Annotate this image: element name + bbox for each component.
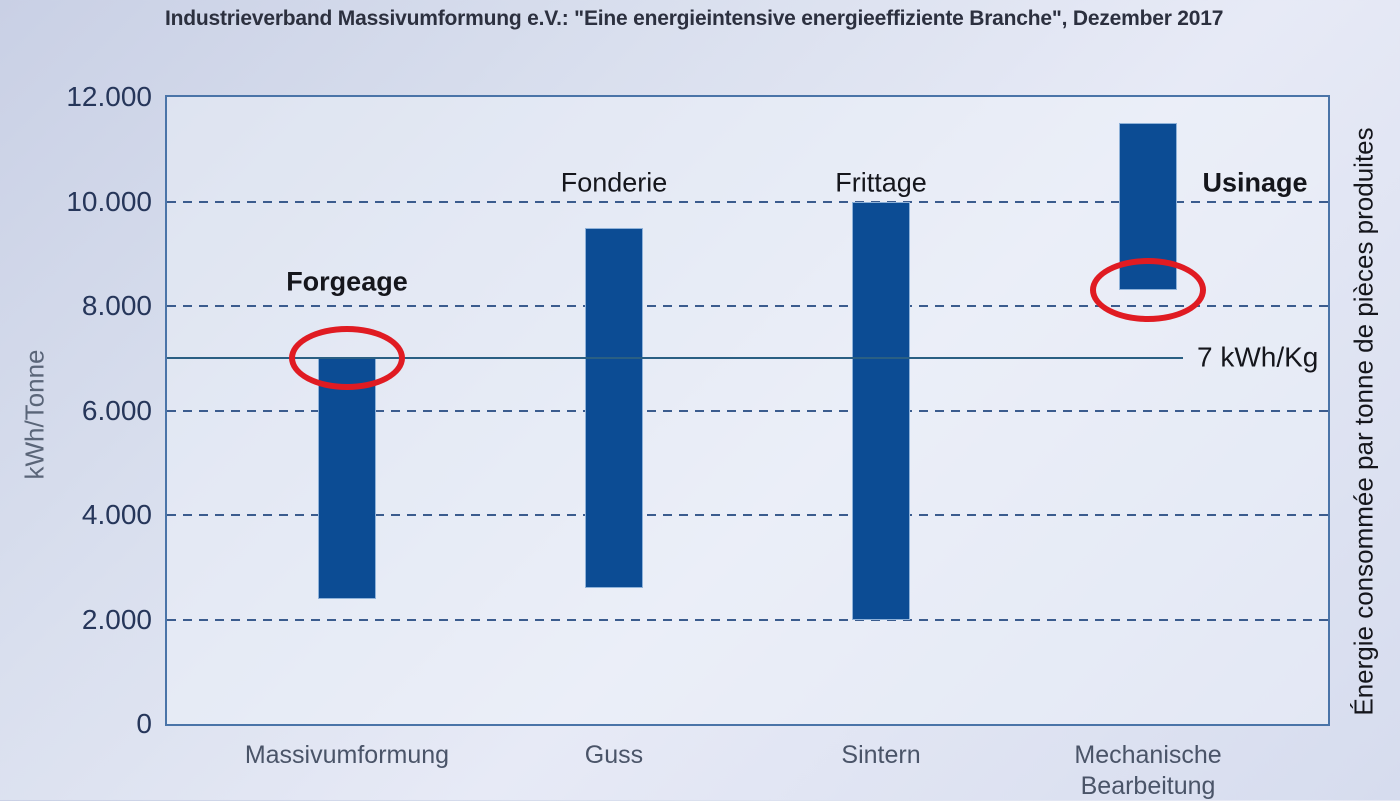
y-axis-tick-label: 8.000 [81, 290, 152, 321]
x-axis-category-label: Sintern [841, 741, 921, 769]
plot-area: 7 kWh/Kg Forgeage Fonderie Frittage Usinage [165, 95, 1330, 726]
process-label-fonderie: Fonderie [560, 167, 668, 198]
gridline-2000 [167, 618, 1328, 621]
range-bar-massivumformung [317, 358, 376, 599]
process-label-frittage: Frittage [835, 167, 927, 198]
gridline-8000 [167, 305, 1328, 307]
process-label-usinage: Usinage [1202, 167, 1308, 198]
chart-source-citation: Industrieverband Massivumformung e.V.: "… [165, 7, 1224, 30]
y-axis-tick-label: 0 [136, 708, 152, 739]
x-axis-category-label: Massivumformung [244, 741, 450, 769]
y-axis-tick-label: 10.000 [66, 185, 152, 217]
gridline-4000 [167, 514, 1328, 516]
gridline-6000 [167, 409, 1328, 412]
y-axis-tick-label: 6.000 [81, 394, 152, 426]
y-axis-tick-label: 12.000 [66, 81, 152, 112]
y-axis-title-right: Énergie consommée par tonne de pièces pr… [1348, 127, 1379, 716]
reference-line-label: 7 kWh/Kg [1197, 341, 1319, 373]
range-bar-guss [584, 227, 643, 589]
highlight-ellipse-2 [1090, 258, 1207, 323]
reference-line [167, 357, 1183, 360]
highlight-ellipse-1 [288, 326, 405, 391]
process-label-forgeage: Forgeage [286, 266, 408, 297]
y-axis-tick-label: 2.000 [81, 603, 152, 635]
range-bar-sintern [852, 201, 910, 620]
y-axis-tick-label: 4.000 [81, 499, 152, 530]
x-axis-category-label: Guss [584, 741, 644, 769]
gridline-10000 [167, 200, 1328, 203]
x-axis-category-label: Mechanische Bearbeitung [1074, 741, 1222, 800]
